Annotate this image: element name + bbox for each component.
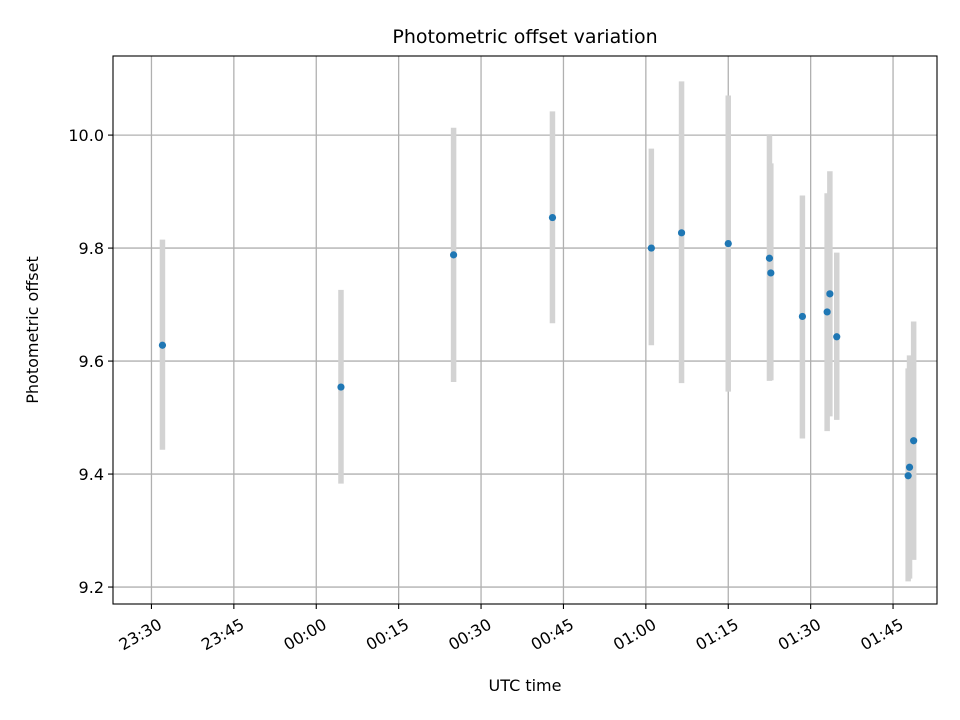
x-tick-label: 00:15 <box>363 615 412 655</box>
x-axis-ticks: 23:30 23:45 00:00 00:15 00:30 00:45 01:00 01:15… <box>116 604 907 654</box>
y-axis-label: Photometric offset <box>23 256 42 404</box>
grid <box>113 56 937 604</box>
data-point <box>337 383 345 391</box>
y-tick-label: 9.4 <box>79 465 104 484</box>
data-point <box>158 341 167 349</box>
x-tick-label: 23:45 <box>198 615 247 655</box>
chart-title: Photometric offset variation <box>392 26 657 48</box>
data-point <box>798 312 807 321</box>
data-point <box>724 239 732 248</box>
y-tick-label: 9.6 <box>79 352 104 371</box>
y-tick-label: 9.8 <box>79 239 104 258</box>
plot-frame <box>112 55 938 605</box>
data-point <box>449 251 458 259</box>
data-point <box>765 254 774 262</box>
data-point <box>647 244 655 252</box>
data-point <box>904 472 912 480</box>
x-axis-label: UTC time <box>489 676 562 695</box>
x-tick-label: 01:45 <box>857 615 906 655</box>
y-tick-label: 10.0 <box>68 126 104 145</box>
y-axis-ticks: 9.2 9.4 9.6 9.8 10.0 <box>68 126 113 597</box>
x-tick-label: 01:15 <box>692 615 741 655</box>
x-tick-label: 00:00 <box>280 615 329 655</box>
data-point <box>548 213 557 222</box>
x-tick-label: 01:00 <box>610 615 659 655</box>
data-point <box>905 463 914 471</box>
data-point <box>823 308 831 316</box>
x-tick-label: 00:30 <box>445 615 494 655</box>
data-point <box>910 437 918 445</box>
data-point <box>826 290 834 298</box>
data-point <box>677 229 686 237</box>
data-point <box>833 333 841 341</box>
error-bars <box>159 81 917 582</box>
y-tick-label: 9.2 <box>79 578 104 597</box>
x-tick-label: 00:45 <box>528 615 577 655</box>
data-point <box>767 269 775 277</box>
x-tick-label: 01:30 <box>775 615 824 655</box>
data-points <box>158 213 918 480</box>
x-tick-label: 23:30 <box>116 615 165 655</box>
